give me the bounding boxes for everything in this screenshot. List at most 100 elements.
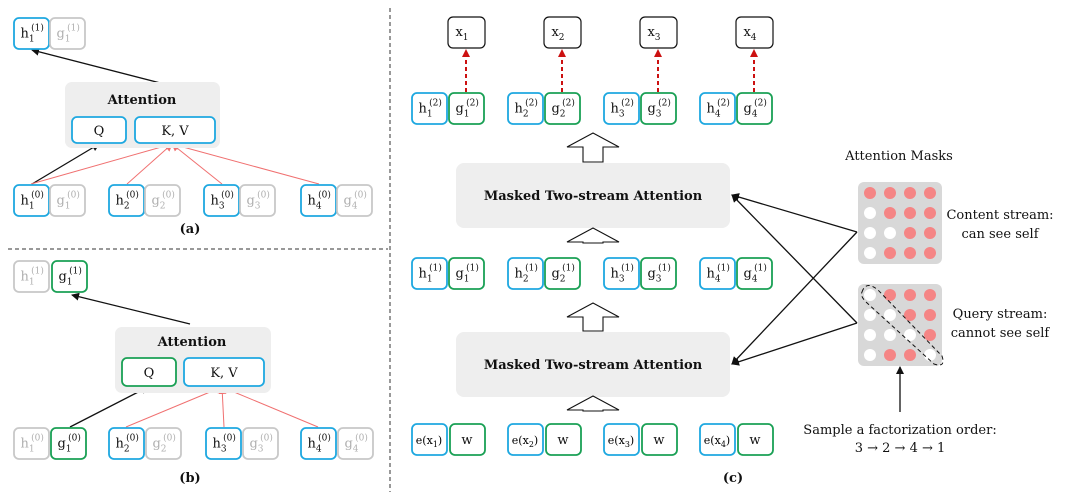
c-query-mask-cell-3-2 <box>904 349 916 361</box>
c-l1-7-label: g4 <box>743 267 757 285</box>
a-arrow-q <box>31 143 100 185</box>
a-top-h-label-sup: (1) <box>31 23 44 34</box>
c-hollow-arrow-3 <box>566 302 620 332</box>
c-query-mask-cell-1-3 <box>924 309 936 321</box>
c-input-w-4 <box>737 423 774 456</box>
c-output-3-label: x3 <box>647 25 660 43</box>
c-content-mask-cell-2-2 <box>904 227 916 239</box>
c-attn-upper <box>456 163 730 228</box>
c-content-mask-cell-2-0 <box>864 227 876 239</box>
c-hollow-arrow-4 <box>566 395 620 412</box>
c-query-mask-cell-0-0 <box>864 289 876 301</box>
c-l2-4-label: h3 <box>610 102 624 120</box>
b-bottom-1-label: g1 <box>57 437 71 455</box>
c-l2-5 <box>640 92 677 125</box>
c-l2-3-label: g2 <box>551 102 565 120</box>
c-query-line1: Query stream: <box>953 307 1048 322</box>
b-bottom-1 <box>50 427 87 460</box>
b-bottom-4-label: h3 <box>212 437 226 455</box>
c-l1-3-label: g2 <box>551 267 565 285</box>
c-attn-lower <box>456 332 730 397</box>
b-kv-box-label: K, V <box>210 366 238 381</box>
c-hollow-arrow-2 <box>566 227 620 244</box>
c-query-mask-cell-0-2 <box>904 289 916 301</box>
c-l2-2 <box>507 92 544 125</box>
c-content-mask-cell-0-3 <box>924 187 936 199</box>
c-l1-7 <box>736 257 773 290</box>
b-q-box <box>121 357 177 387</box>
c-content-line2: can see self <box>961 227 1039 242</box>
c-output-3 <box>639 16 678 49</box>
b-bottom-3 <box>145 427 182 460</box>
c-l1-0 <box>411 257 448 290</box>
b-bottom-0 <box>13 427 50 460</box>
c-l2-0-label-sup: (2) <box>429 98 442 109</box>
a-caption: (a) <box>180 222 201 237</box>
a-q-box-label: Q <box>94 124 105 139</box>
b-bottom-1-label-sup: (0) <box>68 433 81 444</box>
c-l1-2 <box>507 257 544 290</box>
b-bottom-2-label: h2 <box>115 437 129 455</box>
c-l2-1 <box>448 92 485 125</box>
c-input-w-3-label: w <box>653 433 664 448</box>
c-l2-7 <box>736 92 773 125</box>
a-bottom-7-label-sup: (0) <box>354 190 367 201</box>
c-content-mask-cell-2-3 <box>924 227 936 239</box>
c-input-e-3-label: e(x3) <box>608 434 634 449</box>
c-l1-4-label: h3 <box>610 267 624 285</box>
c-query-mask-cell-2-0 <box>864 329 876 341</box>
b-top-h-label: h1 <box>20 270 34 288</box>
c-l2-1-label-sup: (2) <box>466 98 479 109</box>
a-bottom-6 <box>300 184 337 217</box>
c-l1-6 <box>699 257 736 290</box>
c-query-mask-cell-3-1 <box>884 349 896 361</box>
c-output-2 <box>543 16 582 49</box>
c-input-w-4-label: w <box>749 433 760 448</box>
c-l1-6-label-sup: (1) <box>717 263 730 274</box>
b-top-g-label: g1 <box>58 270 72 288</box>
c-output-2-label: x2 <box>551 25 564 43</box>
a-bottom-2-label: h2 <box>115 194 129 212</box>
c-l1-2-label-sup: (1) <box>525 263 538 274</box>
c-input-w-2-label: w <box>557 433 568 448</box>
c-input-e-2-label: e(x2) <box>512 434 538 449</box>
c-content-mask-cell-1-0 <box>864 207 876 219</box>
c-query-mask-cell-0-1 <box>884 289 896 301</box>
a-top-g <box>49 17 86 50</box>
b-bottom-5-label: g3 <box>249 437 263 455</box>
c-content-mask-cell-2-1 <box>884 227 896 239</box>
a-arrow-out <box>31 47 173 87</box>
c-sample-line2: 3 → 2 → 4 → 1 <box>855 441 946 456</box>
a-bottom-3-label: g2 <box>151 194 165 212</box>
c-input-e-4 <box>699 423 736 456</box>
c-l2-6 <box>699 92 736 125</box>
b-bottom-7 <box>337 427 374 460</box>
c-output-4-label: x4 <box>743 25 756 43</box>
b-q-box-label: Q <box>144 366 155 381</box>
c-query-mask-cell-2-2 <box>904 329 916 341</box>
b-bottom-4 <box>205 427 242 460</box>
c-arrow-query-lower <box>731 322 858 366</box>
c-l2-7-label: g4 <box>743 102 757 120</box>
c-sample-line1: Sample a factorization order: <box>803 423 996 438</box>
a-bottom-1-label-sup: (0) <box>67 190 80 201</box>
a-bottom-0-label-sup: (0) <box>31 190 44 201</box>
c-l2-4 <box>603 92 640 125</box>
c-query-mask-cell-1-0 <box>864 309 876 321</box>
c-l1-1-label: g1 <box>455 267 469 285</box>
c-attn-lower-label: Masked Two-stream Attention <box>484 358 703 373</box>
a-top-g-label-sup: (1) <box>67 23 80 34</box>
c-content-mask-cell-1-1 <box>884 207 896 219</box>
c-output-4 <box>735 16 774 49</box>
a-bottom-4-label-sup: (0) <box>221 190 234 201</box>
a-bottom-0-label: h1 <box>20 194 34 212</box>
b-arrow-kv-2 <box>221 386 319 428</box>
b-bottom-6-label-sup: (0) <box>318 433 331 444</box>
c-l2-2-label: h2 <box>514 102 528 120</box>
a-top-h-label: h1 <box>20 27 34 45</box>
c-arrow-query-upper <box>731 194 858 324</box>
c-l2-5-label: g3 <box>647 102 661 120</box>
b-bottom-0-label: h1 <box>20 437 34 455</box>
a-bottom-7-label: g4 <box>343 194 357 212</box>
b-bottom-7-label: g4 <box>344 437 358 455</box>
